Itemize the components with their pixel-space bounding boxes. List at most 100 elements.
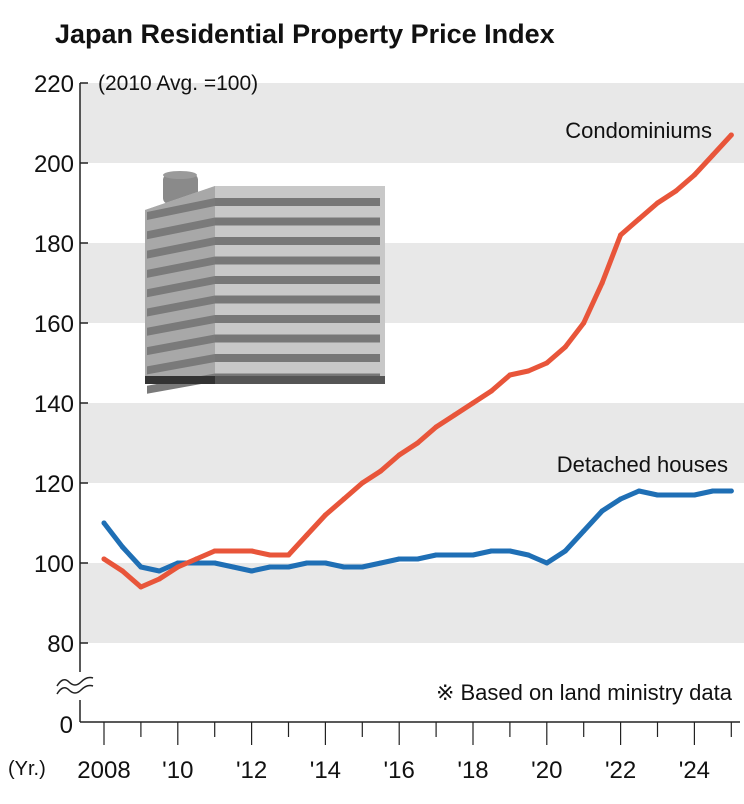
data-point: [322, 512, 328, 518]
data-point: [728, 488, 734, 494]
y-tick-label: 100: [34, 551, 74, 578]
data-point: [304, 532, 310, 538]
building-stripe: [147, 334, 215, 356]
data-point: [507, 372, 513, 378]
axis-break-icon: [56, 676, 94, 695]
building-stripe: [147, 315, 215, 336]
y-tick-label: 180: [34, 231, 74, 258]
data-point: [230, 548, 236, 554]
data-point: [119, 544, 125, 550]
building-stripe: [215, 315, 380, 323]
y-tick-label: 140: [34, 391, 74, 418]
building-stripe: [147, 198, 215, 220]
data-point: [249, 568, 255, 574]
building-stripe: [147, 295, 215, 317]
data-point: [378, 560, 384, 566]
data-point: [138, 564, 144, 570]
data-point: [655, 200, 660, 206]
data-point: [655, 492, 660, 498]
building-stripe: [147, 276, 215, 298]
data-point: [488, 548, 494, 554]
building-stripe: [215, 334, 380, 343]
data-point: [691, 172, 697, 178]
data-point: [193, 556, 199, 562]
data-point: [101, 520, 107, 526]
data-point: [507, 548, 513, 554]
x-tick-label: '16: [384, 757, 415, 784]
data-point: [581, 528, 587, 534]
data-point: [101, 556, 107, 562]
data-point: [267, 564, 273, 570]
data-point: [249, 548, 255, 554]
data-point: [378, 468, 384, 474]
data-point: [452, 412, 458, 418]
data-point: [470, 400, 476, 406]
source-note: ※ Based on land ministry data: [436, 680, 733, 705]
data-point: [673, 492, 679, 498]
data-point: [341, 496, 347, 502]
data-point: [599, 280, 605, 286]
data-point: [212, 560, 218, 566]
unit-note: (2010 Avg. =100): [98, 72, 258, 95]
data-point: [304, 560, 310, 566]
data-point: [452, 552, 458, 558]
building-stripe: [147, 217, 215, 240]
data-point: [286, 552, 291, 558]
data-point: [710, 152, 716, 158]
building-stripe: [215, 295, 380, 304]
y-tick-label: 200: [34, 151, 74, 178]
building-stripe: [147, 256, 215, 278]
x-tick-label: '14: [310, 757, 341, 784]
data-point: [396, 556, 402, 562]
data-point: [562, 548, 568, 554]
x-tick-label: '10: [162, 757, 193, 784]
x-tick-label: '12: [236, 757, 267, 784]
data-point: [415, 440, 421, 446]
data-point: [175, 564, 181, 570]
x-unit-label: (Yr.): [8, 758, 46, 780]
data-point: [119, 568, 125, 574]
grid-band: [80, 563, 744, 643]
data-point: [599, 508, 605, 514]
building-stripe: [215, 276, 380, 284]
data-point: [433, 552, 439, 558]
grid-band: [80, 83, 744, 163]
data-point: [525, 552, 531, 558]
building-stripe: [215, 217, 380, 226]
legend-condominiums: Condominiums: [565, 118, 712, 143]
y-tick-label: 160: [34, 311, 74, 338]
x-tick-label: '20: [531, 757, 562, 784]
y-tick-label: 80: [47, 631, 74, 658]
building-stripe: [147, 354, 215, 375]
x-tick-label: 2008: [77, 757, 130, 784]
data-point: [691, 492, 697, 498]
data-point: [138, 584, 144, 590]
data-point: [341, 564, 347, 570]
data-point: [618, 496, 624, 502]
x-tick-label: '18: [457, 757, 488, 784]
y-tick-label: 220: [34, 71, 74, 98]
data-point: [636, 488, 642, 494]
data-point: [470, 552, 476, 558]
data-point: [673, 188, 679, 194]
data-point: [433, 424, 439, 430]
data-point: [359, 480, 365, 486]
building-stripe: [147, 237, 215, 259]
data-point: [581, 320, 587, 326]
building-stripe: [215, 354, 380, 362]
building-stripe: [215, 198, 380, 206]
data-point: [562, 344, 568, 350]
data-point: [286, 564, 291, 570]
data-point: [415, 556, 421, 562]
x-tick-label: '22: [605, 757, 636, 784]
data-point: [525, 368, 531, 374]
data-point: [488, 388, 494, 394]
chart-title: Japan Residential Property Price Index: [55, 19, 555, 49]
y-zero-label: 0: [60, 712, 73, 739]
building-illustration: [145, 171, 385, 394]
data-point: [710, 488, 716, 494]
data-point: [618, 232, 624, 238]
data-point: [544, 360, 550, 366]
x-tick-label: '24: [679, 757, 710, 784]
